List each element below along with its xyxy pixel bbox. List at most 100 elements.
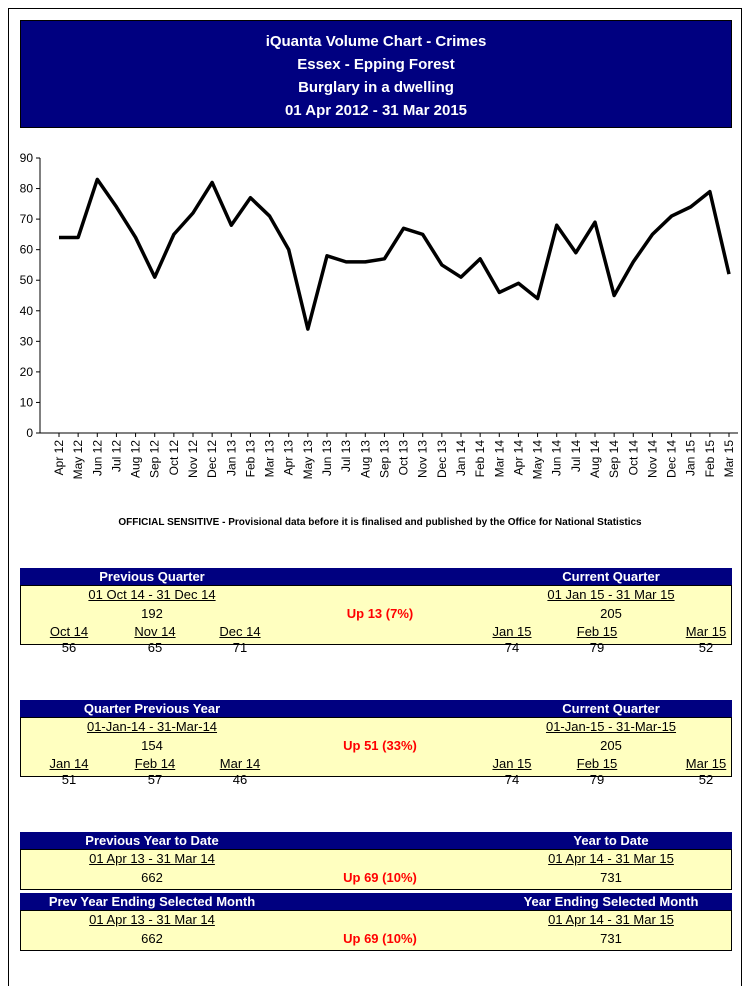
left-period: 01 Apr 13 - 31 Mar 14: [89, 851, 215, 866]
x-tick-label: Sep 12: [148, 440, 162, 478]
right-total: 205: [600, 738, 622, 753]
report-header: iQuanta Volume Chart - Crimes Essex - Ep…: [20, 20, 732, 128]
month-label: Feb 15: [576, 624, 618, 639]
header-line: iQuanta Volume Chart - Crimes: [265, 33, 487, 50]
month-value: 56: [61, 640, 77, 655]
x-tick-label: Dec 13: [435, 440, 449, 478]
panel-body: [20, 849, 732, 890]
x-tick-label: Aug 12: [129, 440, 143, 478]
right-period: 01 Apr 14 - 31 Mar 15: [548, 851, 674, 866]
month-label: Dec 14: [219, 624, 261, 639]
x-tick-label: Aug 14: [588, 440, 602, 478]
x-tick-label: Jul 13: [339, 440, 353, 472]
x-tick-label: Jun 13: [320, 440, 334, 476]
right-title: Year to Date: [573, 833, 649, 848]
month-label: Jan 15: [492, 756, 532, 771]
right-title: Current Quarter: [562, 701, 660, 716]
x-tick-label: Jan 14: [454, 440, 468, 476]
month-label: Mar 15: [685, 756, 727, 771]
note: OFFICIAL SENSITIVE - Provisional data be…: [118, 517, 642, 528]
month-value: 52: [698, 640, 714, 655]
panel-body: [20, 910, 732, 951]
header-line: 01 Apr 2012 - 31 Mar 2015: [284, 102, 468, 119]
x-tick-label: Dec 14: [665, 440, 679, 478]
x-tick-label: May 13: [301, 440, 315, 480]
right-total: 731: [600, 870, 622, 885]
right-period: 01 Apr 14 - 31 Mar 15: [548, 912, 674, 927]
x-tick-label: May 14: [531, 440, 545, 480]
month-value: 46: [232, 772, 248, 787]
y-tick-label: 50: [20, 273, 34, 287]
y-tick-label: 20: [20, 365, 34, 379]
month-label: Jan 15: [492, 624, 532, 639]
panel-body: [20, 585, 732, 645]
left-period: 01 Oct 14 - 31 Dec 14: [88, 587, 216, 602]
month-label: Feb 15: [576, 756, 618, 771]
change: Up 69 (10%): [343, 931, 417, 946]
header-line: Burglary in a dwelling: [298, 79, 454, 96]
month-label: Jan 14: [49, 756, 89, 771]
right-total: 731: [600, 931, 622, 946]
panel-header: [20, 832, 732, 849]
x-tick-label: Mar 14: [492, 440, 506, 478]
panel-header: [20, 893, 732, 910]
x-tick-label: Oct 13: [397, 440, 411, 476]
x-tick-label: Feb 13: [243, 440, 257, 478]
y-tick-label: 40: [20, 304, 34, 318]
left-total: 662: [141, 870, 163, 885]
right-title: Year Ending Selected Month: [523, 894, 699, 909]
y-tick-label: 70: [20, 212, 34, 226]
x-tick-label: Aug 13: [358, 440, 372, 478]
month-value: 79: [589, 640, 605, 655]
left-title: Quarter Previous Year: [83, 701, 221, 716]
panel-body: [20, 717, 732, 777]
x-tick-label: Sep 13: [377, 440, 391, 478]
change: Up 51 (33%): [343, 738, 417, 753]
frame: [8, 8, 742, 986]
right-period: 01 Jan 15 - 31 Mar 15: [547, 587, 675, 602]
month-value: 52: [698, 772, 714, 787]
chart: 0 10 20 30 40 50 60 70 80 90 Apr 12 May 12 Jun 12 Jul…: [20, 151, 738, 480]
left-title: Previous Quarter: [99, 569, 205, 584]
right-title: Current Quarter: [562, 569, 660, 584]
x-tick-label: Nov 12: [186, 440, 200, 478]
x-tick-label: Oct 12: [167, 440, 181, 476]
x-tick-label: Jul 12: [109, 440, 123, 472]
x-tick-label: Feb 14: [473, 440, 487, 478]
change: Up 69 (10%): [343, 870, 417, 885]
month-value: 57: [147, 772, 163, 787]
month-label: Nov 14: [134, 624, 176, 639]
x-tick-label: Mar 15: [722, 440, 736, 478]
month-value: 65: [147, 640, 163, 655]
left-period: 01-Jan-14 - 31-Mar-14: [86, 719, 218, 734]
left-title: Prev Year Ending Selected Month: [48, 894, 256, 909]
x-tick-label: Jul 14: [569, 440, 583, 472]
x-tick-label: Jun 12: [90, 440, 104, 476]
panel-header: [20, 568, 732, 585]
x-tick-label: Jun 14: [550, 440, 564, 476]
x-tick-label: May 12: [71, 440, 85, 480]
x-tick-label: Apr 14: [511, 440, 525, 476]
left-total: 154: [141, 738, 163, 753]
month-value: 79: [589, 772, 605, 787]
x-tick-label: Apr 12: [52, 440, 66, 476]
y-tick-label: 0: [26, 426, 33, 440]
x-tick-label: Feb 15: [703, 440, 717, 478]
x-tick-label: Mar 13: [263, 440, 277, 478]
left-title: Previous Year to Date: [85, 833, 219, 848]
x-tick-label: Dec 12: [205, 440, 219, 478]
left-total: 662: [141, 931, 163, 946]
data-line: [59, 177, 731, 331]
month-label: Feb 14: [134, 756, 176, 771]
y-tick-label: 30: [20, 334, 34, 348]
x-tick-label: Oct 14: [626, 440, 640, 476]
month-value: 71: [232, 640, 248, 655]
x-tick-label: Jan 13: [224, 440, 238, 476]
month-value: 74: [504, 640, 520, 655]
right-period: 01-Jan-15 - 31-Mar-15: [545, 719, 677, 734]
y-tick-label: 60: [20, 243, 34, 257]
month-label: Mar 14: [219, 756, 261, 771]
x-tick-label: Nov 13: [416, 440, 430, 478]
x-tick-label: Sep 14: [607, 440, 621, 478]
